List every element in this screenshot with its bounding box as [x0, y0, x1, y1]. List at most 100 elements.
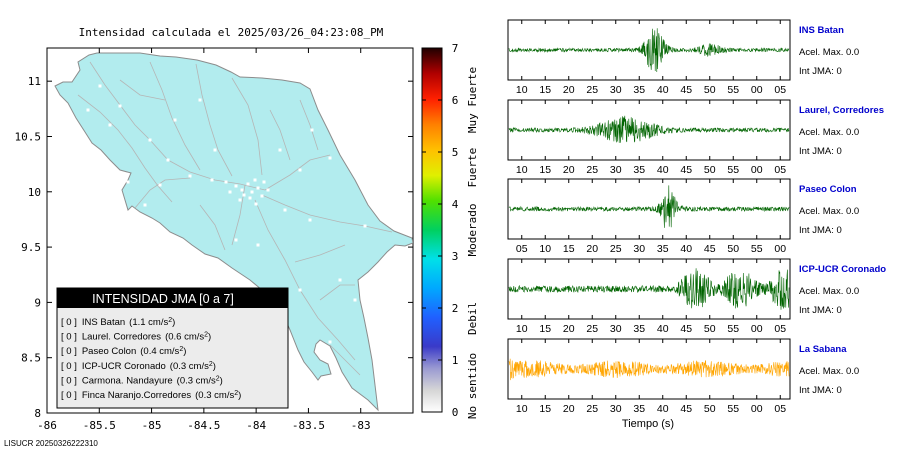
town-marker: [256, 243, 260, 247]
legend-item: [ 0 ] Laurel. Corredores (0.6 cm/s2): [61, 332, 211, 343]
trace-tick-label: 25: [586, 403, 598, 415]
town-marker: [310, 128, 314, 132]
legend-item-station: Paseo Colon: [82, 346, 136, 357]
legend-item-station: Finca Naranjo.Corredores: [82, 390, 192, 401]
town-marker: [238, 198, 242, 202]
legend-item-accel: (0.4 cm/s: [140, 346, 179, 357]
legend-item-accel-close: ): [220, 375, 223, 386]
road-segment: [77, 94, 173, 203]
town-marker: [254, 202, 258, 206]
legend-item-intensity: [ 0 ]: [61, 317, 77, 328]
town-marker: [228, 190, 232, 194]
trace-tick-label: 55: [751, 243, 763, 255]
road-segment: [329, 344, 361, 376]
town-marker: [118, 104, 122, 108]
trace-tick-label: 30: [610, 323, 622, 335]
colorbar-gradient: [421, 47, 443, 413]
trace-tick-label: 20: [586, 243, 598, 255]
town-marker: [298, 168, 302, 172]
costa-rica-land: [54, 52, 413, 412]
legend-item-accel-close: ): [238, 390, 241, 401]
legend-item-unit-exponent: 2: [168, 317, 172, 324]
legend-item: [ 0 ] Finca Naranjo.Corredores (0.3 cm/s2): [61, 390, 241, 401]
trace-tick-label: 15: [539, 84, 551, 96]
town-marker: [158, 183, 162, 187]
map-x-tick-label: -86: [37, 419, 57, 432]
colorbar-tick-label: 3: [452, 250, 459, 263]
town-marker: [338, 278, 342, 282]
legend-item-unit-exponent: 2: [216, 375, 220, 382]
town-marker: [298, 288, 302, 292]
trace-waveform: [508, 358, 790, 381]
map-y-axis: 11 10.5 10 9.5 9 8.5 8: [15, 75, 413, 420]
legend-item-intensity: [ 0 ]: [61, 375, 77, 386]
town-marker: [126, 180, 130, 184]
legend-item-intensity: [ 0 ]: [61, 390, 77, 401]
trace-waveform: [508, 185, 790, 228]
colorbar-tick-label: 4: [452, 198, 459, 211]
trace-tick-label: 10: [516, 403, 528, 415]
trace-tick-label: 20: [563, 403, 575, 415]
trace-tick-label: 25: [586, 323, 598, 335]
legend-item-intensity: [ 0 ]: [61, 332, 77, 343]
town-marker: [253, 178, 257, 182]
town-marker: [234, 238, 238, 242]
town-marker: [98, 84, 102, 88]
town-marker: [262, 180, 266, 184]
legend-item-intensity: [ 0 ]: [61, 346, 77, 357]
trace-tick-label: 15: [539, 323, 551, 335]
legend-item-accel: (0.6 cm/s: [165, 332, 204, 343]
map-y-tick-label: 8: [34, 407, 41, 420]
legend-item-station: Laurel. Corredores: [82, 332, 161, 343]
town-marker: [224, 180, 228, 184]
map-y-tick-label: 10.5: [15, 130, 42, 143]
trace-tick-label: 35: [633, 84, 645, 96]
seismogram-trace: 10 15 20 25 30 35 40 45 50 55 00 05 Laurel, Corredor…: [507, 99, 884, 176]
trace-tick-label: 50: [704, 323, 716, 335]
trace-int-jma: Int JMA: 0: [799, 305, 842, 316]
town-marker: [143, 203, 147, 207]
trace-tick-label: 30: [610, 403, 622, 415]
colorbar-category-label: Debil: [466, 302, 479, 335]
map-x-tick-label: -83: [351, 419, 371, 432]
colorbar-tick-label: 1: [452, 354, 459, 367]
map-y-tick-label: 9.5: [21, 241, 41, 254]
trace-tick-label: 55: [727, 403, 739, 415]
colorbar-tick-label: 7: [452, 42, 459, 55]
map-x-tick-label: -85.5: [83, 419, 116, 432]
road-segment: [231, 77, 263, 176]
trace-tick-label: 45: [680, 323, 692, 335]
legend-item-station: INS Batan: [82, 317, 125, 328]
map-x-tick-label: -84: [246, 419, 266, 432]
colorbar-ticks: 7 6 5 4 3 2 1 0: [422, 42, 459, 419]
trace-waveform: [508, 268, 790, 310]
town-marker: [240, 188, 244, 192]
road-segment: [264, 154, 331, 191]
legend-item: [ 0 ] INS Batan (1.1 cm/s2): [61, 317, 175, 328]
legend-item-accel: (0.3 cm/s: [170, 361, 209, 372]
colorbar-tick-label: 0: [452, 406, 459, 419]
town-marker: [248, 196, 252, 200]
town-marker: [210, 178, 214, 182]
colorbar-tick-label: 2: [452, 302, 459, 315]
intensity-colorbar: 7 6 5 4 3 2 1 0 Muy Fuerte Fuerte Moderado Debil No…: [421, 42, 479, 419]
trace-tick-label: 25: [586, 84, 598, 96]
map-y-tick-label: 9: [34, 296, 41, 309]
trace-tick-label: 30: [610, 164, 622, 176]
footer-id: LISUCR 20250326222310: [4, 439, 98, 448]
town-marker: [173, 118, 177, 122]
legend-item-accel-close: ): [172, 317, 175, 328]
legend-item-accel-close: ): [183, 346, 186, 357]
legend-item-unit-exponent: 2: [204, 332, 208, 339]
town-marker: [108, 123, 112, 127]
trace-tick-label: 10: [516, 323, 528, 335]
legend-item: [ 0 ] ICP-UCR Coronado (0.3 cm/s2): [61, 361, 216, 372]
town-marker: [363, 224, 367, 228]
trace-int-jma: Int JMA: 0: [799, 225, 842, 236]
trace-tick-label: 15: [539, 164, 551, 176]
trace-station-name: Laurel, Corredores: [799, 105, 884, 116]
trace-tick-label: 05: [774, 164, 786, 176]
town-marker: [188, 174, 192, 178]
trace-tick-label: 05: [774, 403, 786, 415]
